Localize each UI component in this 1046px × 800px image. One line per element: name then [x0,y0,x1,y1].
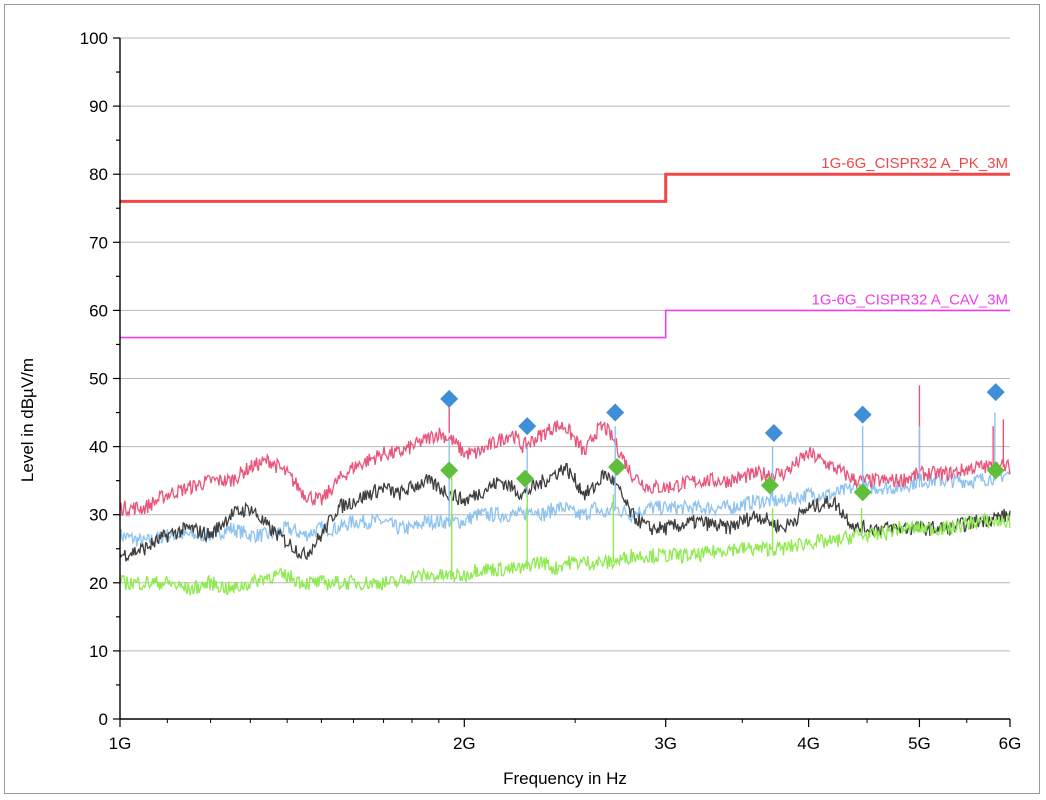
y-tick-label: 80 [89,165,108,184]
x-tick-label: 2G [453,734,476,753]
peak-marker-diamond [764,423,783,442]
y-tick-label: 40 [89,438,108,457]
grid-lines [120,37,1010,652]
limit-lines: 1G-6G_CISPR32 A_PK_3M 1G-6G_CISPR32 A_CAV… [120,155,1010,339]
peak-marker-diamond [440,389,459,408]
peak-marker-diamond [606,403,625,422]
limit-line-label: 1G-6G_CISPR32 A_CAV_3M [812,291,1008,308]
x-tick-label: 6G [999,734,1022,753]
trace [119,463,1011,562]
y-tick-label: 10 [89,642,108,661]
peak-marker-diamond [518,417,537,436]
limit-line-label: 1G-6G_CISPR32 A_PK_3M [821,155,1008,172]
y-tick-label: 90 [89,97,108,116]
peak-marker-diamond [853,405,872,424]
y-tick-label: 70 [89,233,108,252]
limit-line [120,309,1010,339]
peak-marker-diamond [986,461,1005,480]
peak-marker-diamond [853,483,872,502]
peak-marker-diamond [760,476,779,495]
peak-marker-diamond [608,458,627,477]
trace [119,420,1011,518]
x-tick-label: 1G [109,734,132,753]
x-tick-label: 3G [654,734,677,753]
y-tick-label: 100 [80,29,108,48]
y-axis-label: Level in dBµV/m [18,358,37,482]
peak-marker-diamond [986,383,1005,402]
y-tick-label: 60 [89,301,108,320]
peak-marker-diamond [516,469,535,488]
peak-markers [440,383,1005,502]
y-tick-label: 0 [99,710,108,729]
y-tick-label: 20 [89,574,108,593]
x-tick-label: 4G [797,734,820,753]
limit-line [120,172,1010,203]
axes: 0 10 20 30 40 50 60 70 80 90 100 1G 2G 3G 4G 5G 6G [80,29,1022,753]
x-axis-label: Frequency in Hz [503,769,627,788]
chart-frame [4,4,1040,794]
measurement-traces [119,385,1011,596]
x-tick-label: 5G [908,734,931,753]
y-tick-label: 30 [89,506,108,525]
peak-marker-diamond [440,461,459,480]
y-tick-label: 50 [89,370,108,389]
